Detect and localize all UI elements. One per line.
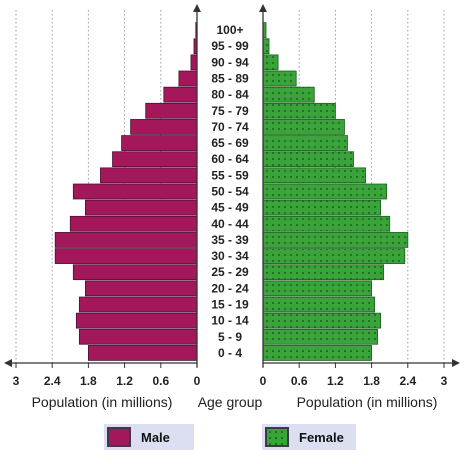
female-bar-85-89: [262, 70, 297, 87]
male-bar-75-79: [145, 102, 198, 119]
tick-labels: 3 2.4 1.8 1.2 0.6 0 0 0.6 1.2 1.8 2.4 3: [13, 374, 448, 388]
male-bar-20-24: [84, 280, 198, 297]
female-bar-90-94: [262, 54, 279, 71]
age-group-label: 25 - 29: [211, 265, 249, 279]
left-axis-arrow-up: [193, 4, 201, 12]
right-tick-label: 0: [260, 374, 267, 388]
male-bar-35-39: [54, 232, 198, 248]
age-group-label: 80 - 84: [211, 88, 249, 102]
age-group-label: 20 - 24: [211, 281, 249, 295]
male-bar-90-94: [190, 54, 198, 71]
female-bar-15-19: [262, 296, 376, 313]
age-group-label: 10 - 14: [211, 314, 249, 328]
age-group-label: 15 - 19: [211, 298, 249, 312]
left-tick-label: 1.8: [80, 374, 97, 388]
age-group-label: 60 - 64: [211, 152, 249, 166]
male-bar-80-84: [163, 86, 198, 103]
age-group-label: 30 - 34: [211, 249, 249, 263]
male-bar-60-64: [112, 151, 198, 168]
left-tick-label: 1.2: [116, 374, 133, 388]
female-bar-5-9: [262, 328, 379, 345]
age-group-label: 5 - 9: [218, 330, 242, 344]
legend-label-female: Female: [299, 429, 344, 445]
age-group-label: 40 - 44: [211, 217, 249, 231]
age-group-title: Age group: [198, 394, 263, 410]
male-bar-0-4: [88, 345, 198, 361]
female-bar-30-34: [262, 248, 406, 264]
age-group-label: 100+: [216, 23, 243, 37]
right-axis-arrow-up: [259, 4, 267, 12]
male-bar-30-34: [54, 248, 198, 264]
male-bar-85-89: [178, 70, 198, 87]
age-group-label: 0 - 4: [218, 346, 242, 360]
male-bar-25-29: [72, 264, 198, 281]
age-group-labels: 0 - 4 5 - 9 10 - 14 15 - 19 20 - 24 25 - 29 30…: [211, 23, 249, 360]
legend-item-female: Female: [262, 424, 356, 450]
female-bar-0-4: [262, 345, 372, 361]
female-bar-55-59: [262, 167, 366, 184]
female-bar-95-99: [262, 38, 270, 55]
male-swatch: [107, 427, 131, 447]
left-axis-title: Population (in millions): [32, 394, 173, 410]
bars: [54, 22, 409, 361]
right-tick-label: 1.2: [327, 374, 344, 388]
female-bar-20-24: [262, 280, 372, 297]
female-bar-65-69: [262, 135, 348, 151]
left-tick-label: 0.6: [152, 374, 169, 388]
age-group-label: 70 - 74: [211, 120, 249, 134]
right-tick-label: 2.4: [399, 374, 416, 388]
female-bar-35-39: [262, 232, 409, 248]
female-bar-45-49: [262, 199, 382, 216]
right-tick-label: 3: [441, 374, 448, 388]
male-bar-65-69: [121, 135, 198, 151]
axes: [4, 4, 460, 368]
male-bar-50-54: [72, 183, 198, 200]
left-axis-arrow: [4, 359, 12, 367]
right-tick-label: 0.6: [291, 374, 308, 388]
female-bar-25-29: [262, 264, 385, 281]
age-group-label: 90 - 94: [211, 55, 249, 69]
female-bar-60-64: [262, 151, 354, 168]
female-bar-50-54: [262, 183, 388, 200]
age-group-label: 55 - 59: [211, 168, 249, 182]
male-bar-5-9: [78, 328, 198, 345]
age-group-label: 45 - 49: [211, 201, 249, 215]
age-group-label: 35 - 39: [211, 233, 249, 247]
left-tick-label: 3: [13, 374, 20, 388]
female-swatch: [265, 427, 289, 447]
legend-item-male: Male: [104, 424, 194, 450]
male-bar-15-19: [78, 296, 198, 313]
female-bar-80-84: [262, 86, 315, 103]
age-group-label: 65 - 69: [211, 136, 249, 150]
female-bar-40-44: [262, 215, 391, 232]
legend-label-male: Male: [141, 429, 170, 445]
male-bar-55-59: [100, 167, 198, 184]
male-bar-10-14: [75, 312, 198, 329]
right-axis-arrow: [452, 359, 460, 367]
age-group-label: 75 - 79: [211, 104, 249, 118]
male-bar-40-44: [69, 215, 198, 232]
right-tick-label: 1.8: [363, 374, 380, 388]
female-bar-75-79: [262, 102, 336, 119]
age-group-label: 50 - 54: [211, 185, 249, 199]
age-group-label: 85 - 89: [211, 72, 249, 86]
male-bar-45-49: [84, 199, 198, 216]
female-bar-70-74: [262, 119, 345, 135]
male-bar-70-74: [130, 119, 198, 135]
right-axis-title: Population (in millions): [297, 394, 438, 410]
left-tick-label: 0: [194, 374, 201, 388]
age-group-label: 95 - 99: [211, 39, 249, 53]
left-tick-label: 2.4: [44, 374, 61, 388]
female-bar-10-14: [262, 312, 382, 329]
